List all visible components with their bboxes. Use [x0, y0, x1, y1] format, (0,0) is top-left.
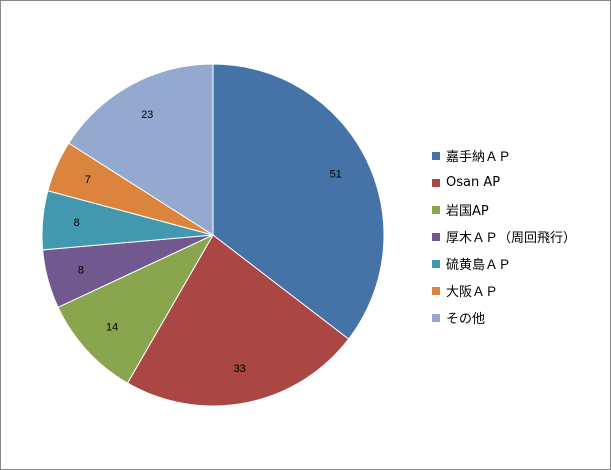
- pie-slice: [68, 63, 214, 236]
- legend-item: その他: [432, 304, 576, 331]
- legend: 嘉手納ＡＰ Osan AP 岩国AP 厚木ＡＰ（周回飛行） 硫黄島ＡＰ 大阪ＡＰ…: [432, 142, 576, 331]
- legend-swatch: [432, 313, 440, 322]
- pie-slices: [41, 63, 385, 407]
- pie-slice: [57, 233, 215, 384]
- legend-label: 岩国AP: [446, 204, 489, 219]
- legend-label: 嘉手納ＡＰ: [446, 150, 512, 165]
- data-label: 7: [85, 174, 91, 186]
- data-label: 23: [141, 109, 153, 121]
- legend-item: 大阪ＡＰ: [432, 277, 576, 304]
- pie-slice: [212, 63, 385, 340]
- legend-label: Osan AP: [446, 175, 501, 190]
- legend-item: 硫黄島ＡＰ: [432, 250, 576, 277]
- legend-swatch: [432, 286, 440, 295]
- legend-item: 厚木ＡＰ（周回飛行）: [432, 223, 576, 250]
- legend-item: 嘉手納ＡＰ: [432, 142, 576, 169]
- legend-label: 硫黄島ＡＰ: [446, 258, 512, 273]
- legend-swatch: [432, 178, 440, 187]
- data-label: 51: [330, 168, 342, 180]
- data-label: 33: [234, 363, 246, 375]
- data-label: 8: [78, 264, 84, 276]
- legend-swatch: [432, 259, 440, 268]
- data-labels: 51 33 14 8 8 7 23: [74, 109, 342, 375]
- legend-item: 岩国AP: [432, 196, 576, 223]
- legend-label: その他: [446, 312, 486, 327]
- data-label: 14: [106, 321, 118, 333]
- legend-swatch: [432, 151, 440, 160]
- legend-label: 厚木ＡＰ（周回飛行）: [446, 231, 577, 246]
- pie-slice: [126, 234, 350, 407]
- legend-label: 大阪ＡＰ: [446, 285, 499, 300]
- data-label: 8: [74, 217, 80, 229]
- legend-item: Osan AP: [432, 169, 576, 196]
- legend-swatch: [432, 232, 440, 241]
- legend-swatch: [432, 205, 440, 214]
